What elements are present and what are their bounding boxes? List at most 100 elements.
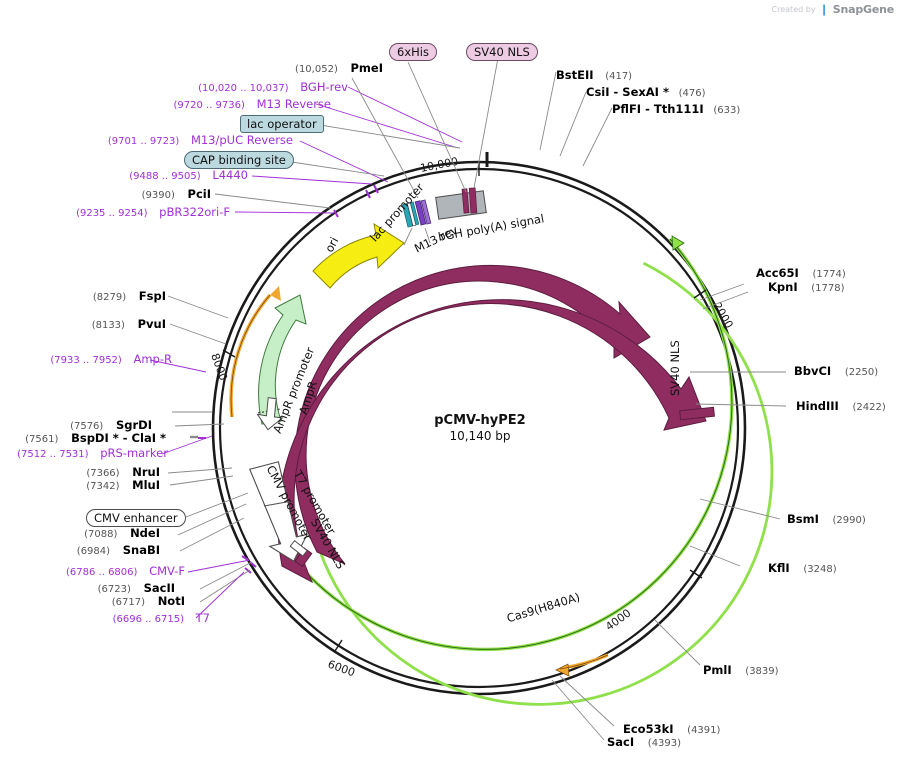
feature-m13-rev xyxy=(414,199,432,226)
site-name: PmlI xyxy=(703,663,732,677)
feature-t7-promoter xyxy=(289,540,308,557)
site-position: (8279) xyxy=(92,292,127,303)
site-position: (10,052) xyxy=(295,64,338,75)
primer-name: M13/pUC Reverse xyxy=(190,133,293,147)
plasmid-title-block: pCMV-hyPE2 10,140 bp xyxy=(400,413,560,443)
site-name: KflI xyxy=(768,561,790,575)
primer-prs-marker: (7512 .. 7531) pRS-marker xyxy=(0,446,168,460)
primer-range: (9235 .. 9254) xyxy=(76,208,148,219)
feature-bgh-polya xyxy=(435,190,487,220)
primer-bottom-arc xyxy=(555,653,609,677)
site-name: Eco53kI xyxy=(623,722,674,736)
plasmid-size: 10,140 bp xyxy=(449,429,511,443)
site-entry-pmei: (10,052) PmeI xyxy=(0,61,383,75)
site-entry-pvui: (8133) PvuI xyxy=(0,317,166,331)
site-name: PflFI - Tth111I xyxy=(612,102,704,116)
watermark-prefix: Created by xyxy=(771,5,816,14)
primer-range: (6786 .. 6806) xyxy=(66,567,138,578)
expression-cassette-ring xyxy=(318,261,774,706)
site-entry-sgrdi: (7576) SgrDI xyxy=(0,418,152,432)
primer-range: (7933 .. 7952) xyxy=(50,355,122,366)
site-name: NotI xyxy=(157,594,185,608)
site-entry-pcii: (9390) PciI xyxy=(0,187,211,201)
expression-ring-arrowhead xyxy=(671,235,685,251)
site-position: (2422) xyxy=(852,402,886,413)
site-entry-nrui: (7366) NruI xyxy=(0,465,160,479)
site-name: NruI xyxy=(132,465,160,479)
primer-range: (7512 .. 7531) xyxy=(17,449,89,460)
feature-ampr-promoter xyxy=(256,397,284,431)
primer-t7: (6696 .. 6715) T7 xyxy=(0,611,210,625)
site-entry-hindiii: HindIII (2422) xyxy=(796,399,886,413)
primer-name: T7 xyxy=(195,611,210,625)
badge-sv40-nls[interactable]: SV40 NLS xyxy=(466,43,538,61)
site-name: KpnI xyxy=(768,280,798,294)
primer-name: pBR322ori-F xyxy=(159,205,230,219)
site-entry-kfli: KflI (3248) xyxy=(768,561,837,575)
primer-name: Amp-R xyxy=(133,352,172,366)
snapgene-logo-icon: ❙ xyxy=(819,3,829,16)
primer-pbr322ori-f: (9235 .. 9254) pBR322ori-F xyxy=(0,205,230,219)
tick-label: 8000 xyxy=(208,352,230,383)
expression-ring-outline xyxy=(299,238,733,650)
badge-6xhis[interactable]: 6xHis xyxy=(389,43,437,61)
primer-name: BGH-rev xyxy=(300,80,348,94)
badge-cap-binding-site[interactable]: CAP binding site xyxy=(184,151,294,169)
watermark-brand: SnapGene xyxy=(832,3,894,16)
site-name: SacI xyxy=(607,735,635,749)
site-name: SacII xyxy=(143,581,175,595)
site-entry-mlui: (7342) MluI xyxy=(0,478,160,492)
site-position: (7366) xyxy=(86,468,120,479)
feature-sv40-nls-top xyxy=(468,187,478,214)
site-name: FspI xyxy=(138,289,166,303)
primer-name: M13 Reverse xyxy=(256,97,331,111)
site-name: BstEII xyxy=(556,68,594,82)
site-position: (6723) xyxy=(97,584,131,595)
primer-m13-reverse: (9720 .. 9736) M13 Reverse xyxy=(0,97,331,111)
site-position: (7561) xyxy=(25,434,59,445)
site-position: (9390) xyxy=(141,190,175,201)
site-name: Acc65I xyxy=(756,266,799,280)
site-name: MluI xyxy=(132,478,160,492)
site-position: (2250) xyxy=(844,367,879,378)
site-position: (4393) xyxy=(647,738,682,749)
site-position: (633) xyxy=(713,105,741,116)
primer-cmv-f: (6786 .. 6806) CMV-F xyxy=(0,564,185,578)
site-entry-sacii: (6723) SacII xyxy=(0,581,175,595)
feature-sv40-nls-left xyxy=(294,547,313,568)
leader-lines xyxy=(149,57,787,741)
feature-sv40-nls-right xyxy=(679,406,715,421)
site-position: (3839) xyxy=(745,666,779,677)
badge-lac-operator[interactable]: lac operator xyxy=(240,115,324,133)
site-position: (7088) xyxy=(84,529,118,540)
site-name: PvuI xyxy=(137,317,166,331)
site-position: (8133) xyxy=(91,320,125,331)
site-name: BsmI xyxy=(787,512,819,526)
site-position: (476) xyxy=(678,88,706,99)
badge-cmv-enhancer[interactable]: CMV enhancer xyxy=(86,509,186,527)
primer-amp-r: (7933 .. 7952) Amp-R xyxy=(0,352,172,366)
site-position: (3248) xyxy=(803,564,837,575)
primer-range: (9720 .. 9736) xyxy=(173,100,245,111)
site-position: (2990) xyxy=(832,515,866,526)
site-name: NdeI xyxy=(130,526,160,540)
sites-top-right: BstEII (417) CsiI - SexAI * (476) PflFI … xyxy=(556,68,740,116)
backbone-ticks xyxy=(222,152,707,652)
snapgene-watermark: Created by ❙ SnapGene xyxy=(771,3,895,16)
primer-name: pRS-marker xyxy=(100,446,168,460)
primer-m13-puc-reverse: (9701 .. 9723) M13/pUC Reverse xyxy=(0,133,293,147)
feature-lac-promoter xyxy=(401,201,420,228)
primer-name: L4440 xyxy=(212,168,248,182)
site-name: BbvCI xyxy=(794,364,832,378)
feature-ampr xyxy=(257,294,307,425)
site-entry-ndei: (7088) NdeI xyxy=(0,526,160,540)
site-name: SgrDI xyxy=(115,418,152,432)
site-name: SnaBI xyxy=(122,543,160,557)
feature-ori xyxy=(312,222,405,289)
site-name: CsiI - SexAI * xyxy=(586,85,669,99)
site-entry-noti: (6717) NotI xyxy=(0,594,185,608)
site-name: BspDI * - ClaI * xyxy=(71,431,166,445)
site-entry: CsiI - SexAI * (476) xyxy=(586,85,740,99)
site-position: (6984) xyxy=(76,546,111,557)
